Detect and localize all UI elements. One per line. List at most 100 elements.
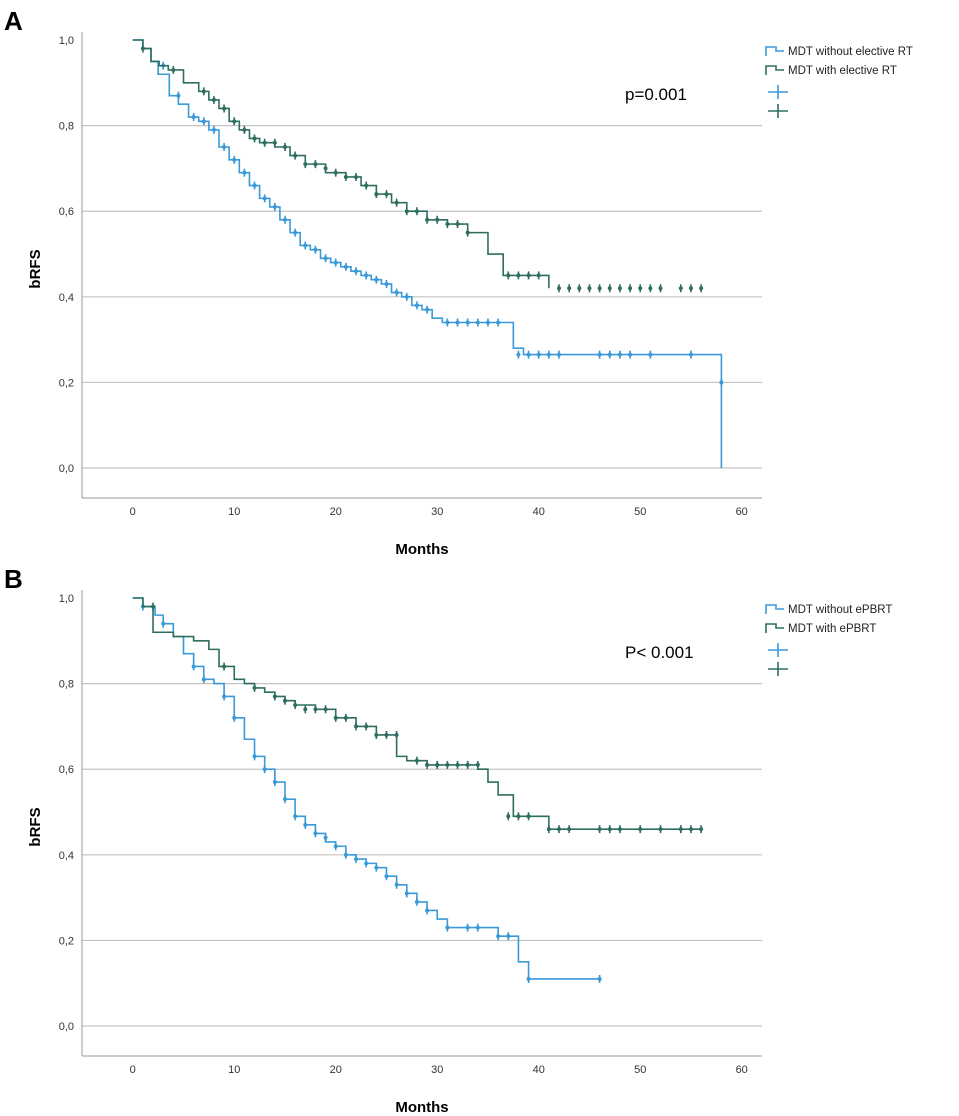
x-tick-label: 60: [736, 1064, 748, 1076]
censor-dot: [445, 925, 450, 930]
censor-dot: [293, 814, 298, 819]
censor-dot: [567, 827, 572, 832]
censor-dot: [425, 217, 430, 222]
censor-dot: [628, 286, 633, 291]
censor-dot: [176, 93, 181, 98]
censor-dot: [161, 621, 166, 626]
censor-dot: [577, 286, 582, 291]
censor-dot: [496, 934, 501, 939]
series-0-curve: [132, 39, 723, 469]
censor-dot: [699, 286, 704, 291]
x-tick-label: 10: [228, 506, 240, 518]
censor-dot: [364, 724, 369, 729]
chart-b: 0,0 0,2 0,4 0,6 0,8 1,0 0 10 20 30 40 50 60 Months bRF…: [27, 590, 892, 1116]
censor-dot: [506, 273, 511, 278]
censor-dot: [201, 89, 206, 94]
panel-b: B 0,0 0,2 0,4 0,6 0,8 1,0 0 10 20 30 40 50 60 Months b…: [0, 558, 959, 1116]
censor-dot: [465, 762, 470, 767]
y-tick-label: 0,6: [59, 764, 74, 776]
censor-dot: [354, 269, 359, 274]
censor-dot: [597, 352, 602, 357]
x-tick-label: 20: [330, 506, 342, 518]
censor-dot: [252, 754, 257, 759]
censor-dot: [536, 352, 541, 357]
censor-dot: [414, 303, 419, 308]
y-tick-label: 0,2: [59, 935, 74, 947]
censor-dot: [384, 732, 389, 737]
censor-dot: [607, 352, 612, 357]
censor-dot: [628, 352, 633, 357]
censor-dot: [293, 230, 298, 235]
x-tick-label: 60: [736, 506, 748, 518]
censor-dot: [506, 934, 511, 939]
censor-dot: [374, 732, 379, 737]
censor-dot: [282, 217, 287, 222]
censor-dot: [445, 320, 450, 325]
y-tick-label: 0,0: [59, 463, 74, 475]
censor-dot: [455, 762, 460, 767]
censor-dot: [414, 758, 419, 763]
legend-label-1: MDT with elective RT: [788, 65, 897, 77]
legend-label-0: MDT without elective RT: [788, 46, 913, 58]
censor-dot: [354, 857, 359, 862]
panel-a-label: A: [4, 6, 23, 36]
censor-dot: [282, 145, 287, 150]
censor-dot: [201, 677, 206, 682]
censor-dot: [425, 908, 430, 913]
censor-dot: [232, 715, 237, 720]
censor-dot: [607, 286, 612, 291]
censor-dot: [394, 882, 399, 887]
censor-dot: [688, 827, 693, 832]
x-tick-label: 30: [431, 506, 443, 518]
censor-dot: [323, 707, 328, 712]
censor-dot: [678, 286, 683, 291]
censor-dot: [232, 119, 237, 124]
censor-dot: [526, 976, 531, 981]
y-tick-label: 0,2: [59, 377, 74, 389]
censor-dot: [394, 200, 399, 205]
censor-dot: [354, 174, 359, 179]
legend-line-0: [765, 604, 784, 614]
censor-dot: [567, 286, 572, 291]
x-tick-label: 0: [130, 506, 136, 518]
censor-dot: [323, 166, 328, 171]
censor-dot: [384, 874, 389, 879]
censor-dot: [414, 209, 419, 214]
censor-dot: [201, 119, 206, 124]
censor-dot: [374, 192, 379, 197]
panel-a: A 0,0 0,2 0,4 0,6 0,8 1,0 0 10 20 30 40 50 60 Months b…: [4, 6, 913, 558]
censor-dot: [313, 707, 318, 712]
x-axis-title: Months: [395, 541, 448, 558]
x-tick-label: 50: [634, 1064, 646, 1076]
censor-dot: [333, 715, 338, 720]
censor-dot: [465, 925, 470, 930]
censor-dot: [343, 852, 348, 857]
censor-dot: [557, 827, 562, 832]
series-1-curve: [132, 597, 702, 830]
censor-dot: [272, 694, 277, 699]
censor-dot: [333, 170, 338, 175]
censor-dot: [475, 762, 480, 767]
panel-b-label: B: [4, 564, 23, 594]
censor-dot: [496, 320, 501, 325]
x-axis-title: Months: [395, 1099, 448, 1116]
censor-dot: [303, 243, 308, 248]
censor-dot: [211, 97, 216, 102]
censor-dot: [262, 767, 267, 772]
censor-dot: [333, 260, 338, 265]
x-tick-label: 40: [533, 1064, 545, 1076]
censor-dot: [282, 698, 287, 703]
y-tick-label: 1,0: [59, 593, 74, 605]
censor-dot: [404, 294, 409, 299]
censor-dot: [222, 106, 227, 111]
censor-dot: [394, 290, 399, 295]
censor-dot: [272, 140, 277, 145]
censor-dot: [688, 286, 693, 291]
censor-dot: [323, 256, 328, 261]
x-tick-label: 50: [634, 506, 646, 518]
series-1-curve: [132, 39, 550, 289]
censor-dot: [485, 320, 490, 325]
x-tick-label: 20: [330, 1064, 342, 1076]
censor-dot: [414, 899, 419, 904]
legend-line-0: [765, 46, 784, 56]
